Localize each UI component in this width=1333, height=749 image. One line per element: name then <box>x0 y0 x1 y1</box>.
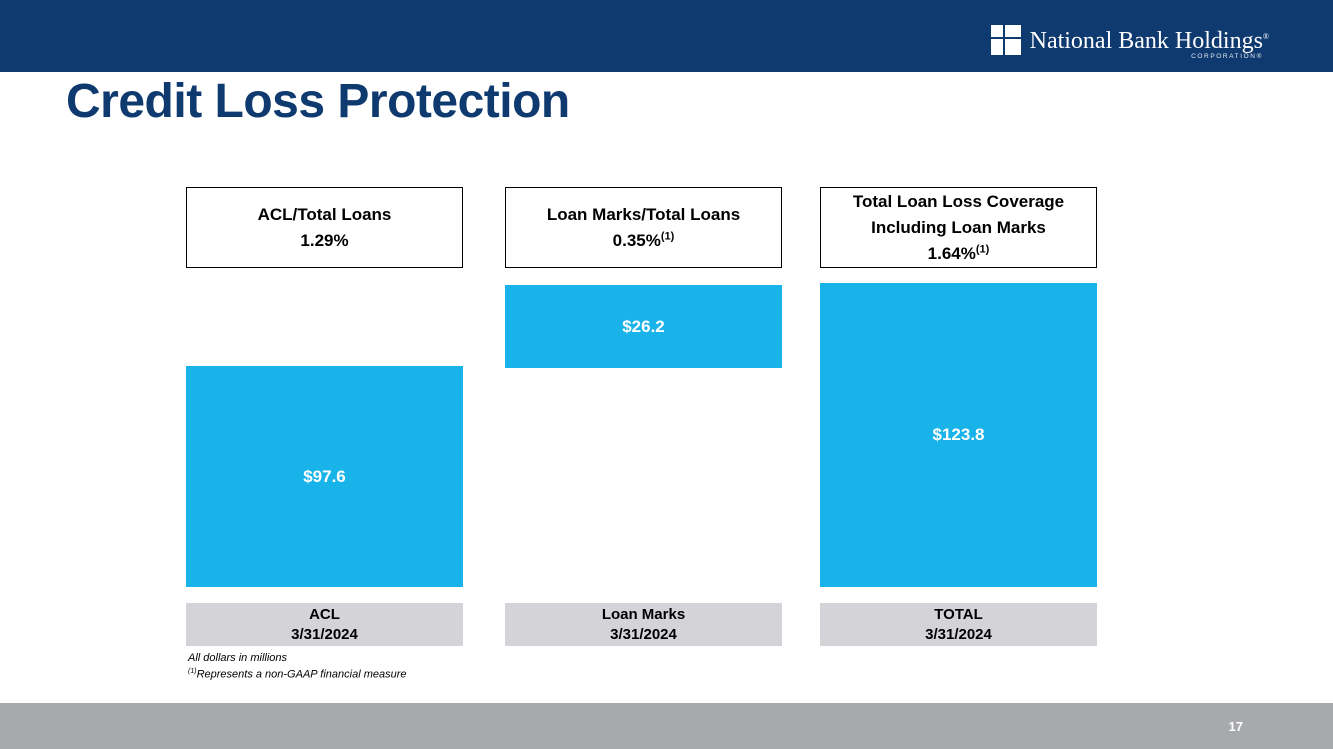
company-logo: National Bank Holdings® CORPORATION® <box>990 22 1269 60</box>
top-brand-band: National Bank Holdings® CORPORATION® <box>0 0 1333 72</box>
axis-label-name: Loan Marks <box>601 605 686 623</box>
footnote-units: All dollars in millions <box>188 652 288 664</box>
ratio-label: ACL/Total Loans <box>257 204 392 224</box>
page-title: Credit Loss Protection <box>66 75 570 128</box>
ratio-header-box-acl: ACL/Total Loans 1.29% <box>186 187 463 268</box>
axis-label-date: 3/31/2024 <box>291 625 358 643</box>
bar-value-label: $26.2 <box>622 316 665 336</box>
axis-label-name: ACL <box>309 605 340 623</box>
footnotes: All dollars in millions (1)Represents a … <box>188 651 407 682</box>
bar-total: $123.8 <box>820 283 1097 587</box>
ratio-value: 0.35%(1) <box>612 229 675 250</box>
bar-loan-marks: $26.2 <box>505 285 782 368</box>
bar-value-label: $97.6 <box>303 466 346 486</box>
footnote-non-gaap: (1)Represents a non-GAAP financial measu… <box>188 668 407 681</box>
axis-label-loan-marks: Loan Marks 3/31/2024 <box>505 603 782 646</box>
logo-square-top-right <box>1004 25 1021 37</box>
registered-mark-small: ® <box>1256 53 1263 60</box>
footnote-marker: (1) <box>660 229 675 242</box>
ratio-header-box-loan-marks: Loan Marks/Total Loans 0.35%(1) <box>505 187 782 268</box>
ratio-label: Loan Marks/Total Loans <box>546 204 741 224</box>
axis-label-total: TOTAL 3/31/2024 <box>820 603 1097 646</box>
axis-label-name: TOTAL <box>934 605 983 623</box>
page-number: 17 <box>1228 718 1243 734</box>
bar-value-label: $123.8 <box>932 425 985 444</box>
logo-name-text: National Bank Holdings <box>1029 28 1263 54</box>
logo-company-name: National Bank Holdings® <box>1030 22 1269 56</box>
logo-square-top-left <box>990 25 1003 37</box>
bottom-band: 17 <box>0 703 1333 749</box>
registered-mark: ® <box>1262 32 1269 41</box>
ratio-value: 1.64%(1) <box>927 242 990 263</box>
nbh-squares-icon <box>990 25 1021 55</box>
axis-label-date: 3/31/2024 <box>925 625 992 643</box>
ratio-header-box-total: Total Loan Loss Coverage Including Loan … <box>820 187 1097 268</box>
logo-square-bottom-left <box>990 39 1003 55</box>
bar-acl: $97.6 <box>186 366 463 587</box>
ratio-value: 1.29% <box>300 230 349 250</box>
ratio-label-line2: Including Loan Marks <box>871 217 1046 237</box>
logo-wordmark: National Bank Holdings® CORPORATION® <box>1030 22 1269 60</box>
logo-square-bottom-right <box>1004 39 1021 55</box>
axis-label-acl: ACL 3/31/2024 <box>186 603 463 646</box>
ratio-label: Total Loan Loss Coverage <box>852 191 1065 211</box>
logo-corporation-text: CORPORATION® <box>1191 53 1263 60</box>
axis-label-date: 3/31/2024 <box>610 625 677 643</box>
footnote-marker: (1) <box>975 242 990 255</box>
footnote-marker: (1) <box>188 668 197 675</box>
